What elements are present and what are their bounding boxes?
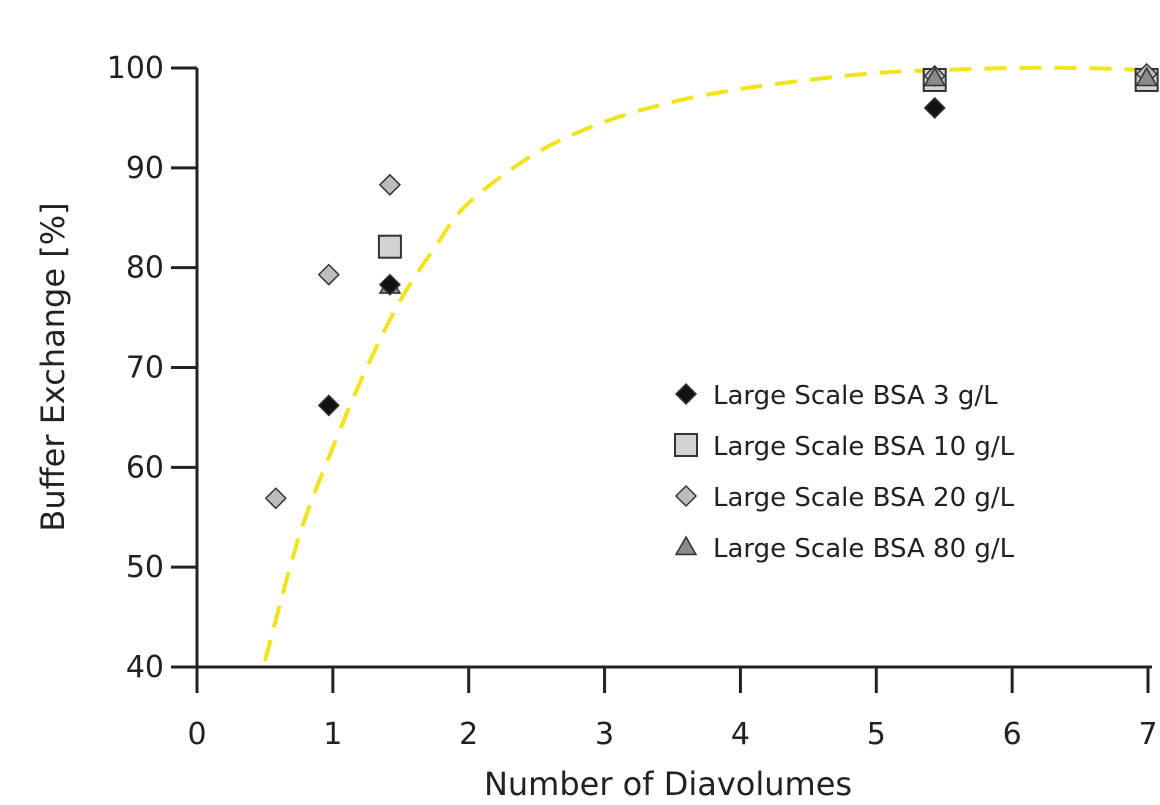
y-tick-label: 70 <box>126 351 164 386</box>
x-tick-label: 2 <box>459 717 478 752</box>
legend-label: Large Scale BSA 3 g/L <box>713 381 998 411</box>
y-tick-label: 100 <box>107 51 164 86</box>
axes <box>195 68 1152 669</box>
ticks: 0 1 2 3 4 5 6 7 40 50 60 70 80 90 100 <box>107 51 1158 752</box>
x-tick-label: 7 <box>1138 717 1157 752</box>
y-tick-label: 60 <box>126 450 164 485</box>
data-point <box>264 487 287 510</box>
legend-entry: Large Scale BSA 20 g/L <box>674 483 1015 513</box>
data-point <box>1135 66 1158 87</box>
data-point <box>378 173 401 196</box>
x-tick-label: 3 <box>595 717 614 752</box>
x-tick-label: 1 <box>323 717 342 752</box>
fit-curve-layer <box>263 65 1149 662</box>
y-axis-title: Buffer Exchange [%] <box>34 202 72 531</box>
legend-entry: Large Scale BSA 10 g/L <box>674 432 1015 462</box>
legend-marker-icon <box>674 433 698 457</box>
legend-label: Large Scale BSA 80 g/L <box>713 534 1015 564</box>
y-tick-label: 80 <box>126 251 164 286</box>
x-tick-label: 5 <box>867 717 886 752</box>
x-tick-label: 4 <box>731 717 750 752</box>
data-point <box>317 394 340 417</box>
x-tick-label: 6 <box>1003 717 1022 752</box>
legend-entry: Large Scale BSA 3 g/L <box>674 381 998 411</box>
data-point <box>923 96 946 119</box>
fit-curve <box>263 65 1149 662</box>
x-tick-label: 0 <box>187 717 206 752</box>
legend-marker-icon <box>674 535 698 556</box>
y-tick-label: 90 <box>126 151 164 186</box>
data-point <box>378 273 401 296</box>
data-point <box>377 234 402 259</box>
data-points-layer <box>264 62 1159 510</box>
data-point <box>317 263 340 286</box>
legend-marker-icon <box>674 382 698 406</box>
legend-label: Large Scale BSA 20 g/L <box>713 483 1015 513</box>
legend-label: Large Scale BSA 10 g/L <box>713 432 1015 462</box>
legend-marker-icon <box>674 484 698 508</box>
legend: Large Scale BSA 3 g/L Large Scale BSA 10 … <box>674 381 1015 564</box>
y-tick-label: 40 <box>126 650 164 685</box>
data-point <box>923 66 946 87</box>
y-tick-label: 50 <box>126 550 164 585</box>
x-axis-title: Number of Diavolumes <box>484 765 852 803</box>
legend-entry: Large Scale BSA 80 g/L <box>674 534 1015 564</box>
